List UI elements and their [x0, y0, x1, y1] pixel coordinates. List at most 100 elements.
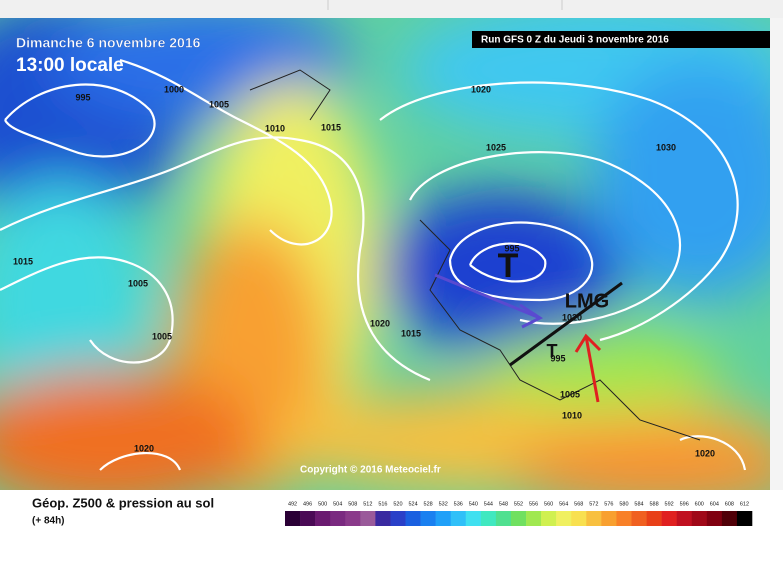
isobar-label: 1005 — [128, 278, 148, 288]
isobar-label: 1015 — [401, 328, 421, 338]
colorbar-cell — [435, 511, 452, 526]
colorbar-label: 540 — [469, 501, 478, 507]
colorbar-label: 612 — [740, 501, 749, 507]
isobar-label: 1020 — [370, 318, 390, 328]
colorbar-cell — [495, 511, 512, 526]
colorbar-label: 576 — [604, 501, 613, 507]
footer-lead: (+ 84h) — [32, 516, 65, 527]
isobar-label: 1005 — [209, 99, 229, 109]
isobar-labels: 995 1000 1005 1010 1015 1020 1025 1030 1015 1005 1… — [13, 84, 715, 458]
isobar-label: 1010 — [265, 123, 285, 133]
colorbar-label: 520 — [393, 501, 402, 507]
colorbar-label: 512 — [363, 501, 372, 507]
isobar-label: 1010 — [562, 410, 582, 420]
colorbar-cell — [300, 511, 316, 526]
colorbar-cell — [631, 511, 647, 526]
top-bar — [0, 0, 783, 18]
copyright: Copyright © 2016 Meteociel.fr — [300, 465, 441, 476]
colorbar-label: 548 — [499, 501, 508, 507]
colorbar-label: 492 — [288, 501, 297, 507]
run: Run GFS 0 Z du Jeudi 3 novembre 2016 — [481, 35, 669, 46]
footer-title: Géop. Z500 & pression au sol — [32, 495, 214, 510]
colorbar-cell — [360, 511, 376, 526]
colorbar-cell — [375, 511, 391, 526]
annotation: LMG — [565, 290, 609, 312]
colorbar-label: 560 — [544, 501, 553, 507]
scrollbar — [770, 18, 783, 490]
colorbar-label: 544 — [484, 501, 493, 507]
isobar-label: 1020 — [134, 443, 154, 453]
date: Dimanche 6 novembre 2016 — [16, 35, 201, 51]
colorbar-cell — [736, 511, 753, 526]
colorbar: 492 496 500 504 508 512 516 520 524 528 532 536 540 5… — [285, 501, 753, 526]
isobar-label: 1005 — [560, 389, 580, 399]
colorbar-label: 556 — [529, 501, 538, 507]
run-box — [472, 31, 770, 48]
colorbar-cell — [420, 511, 436, 526]
isobar-label: 995 — [550, 353, 565, 363]
colorbar-cell — [330, 511, 346, 526]
isobar-label: 1030 — [656, 142, 676, 152]
colorbar-label: 580 — [619, 501, 628, 507]
colorbar-label: 592 — [665, 501, 674, 507]
colorbar-cell — [480, 511, 497, 526]
colorbar-cell — [556, 511, 572, 526]
colorbar-cell — [285, 511, 301, 526]
colorbar-cell — [526, 511, 542, 526]
colorbar-label: 596 — [680, 501, 689, 507]
colorbar-label: 584 — [634, 501, 643, 507]
colorbar-cell — [691, 511, 708, 526]
colorbar-label: 528 — [424, 501, 433, 507]
time: 13:00 locale — [16, 55, 124, 76]
colorbar-label: 588 — [649, 501, 658, 507]
colorbar-cell — [646, 511, 662, 526]
colorbar-label: 504 — [333, 501, 342, 507]
colorbar-label: 604 — [710, 501, 719, 507]
isobar-label: 1020 — [695, 448, 715, 458]
isobar-label: 1000 — [164, 84, 184, 94]
colorbar-label: 508 — [348, 501, 357, 507]
colorbar-cell — [510, 511, 527, 526]
colorbar-label: 568 — [574, 501, 583, 507]
colorbar-cell — [390, 511, 406, 526]
isobar-label: 1015 — [13, 256, 33, 266]
colorbar-cell — [676, 511, 693, 526]
colorbar-label: 500 — [318, 501, 327, 507]
colorbar-cell — [721, 511, 738, 526]
colorbar-label: 600 — [695, 501, 704, 507]
colorbar-cell — [586, 511, 602, 526]
isobar-label: 995 — [75, 92, 90, 102]
colorbar-label: 564 — [559, 501, 568, 507]
colorbar-cell — [450, 511, 467, 526]
colorbar-label: 552 — [514, 501, 523, 507]
colorbar-cell — [571, 511, 587, 526]
red-arrow — [574, 333, 602, 403]
isobar-label: 1020 — [471, 84, 491, 94]
colorbar-cell — [541, 511, 557, 526]
purple-arrow — [434, 273, 544, 329]
colorbar-cell — [345, 511, 361, 526]
colorbar-label: 524 — [408, 501, 417, 507]
annotation: T — [547, 341, 558, 361]
colorbar-label: 572 — [589, 501, 598, 507]
colorbar-cell — [616, 511, 632, 526]
coastline — [249, 69, 331, 121]
colorbar-label: 532 — [439, 501, 448, 507]
isobar-label: 995 — [504, 243, 519, 253]
drawn-line — [509, 281, 623, 367]
colorbar-label: 516 — [378, 501, 387, 507]
colorbar-label: 496 — [303, 501, 312, 507]
isobar-label: 1025 — [486, 142, 506, 152]
map — [0, 18, 770, 490]
colorbar-cell — [706, 511, 723, 526]
isobar-label: 1005 — [152, 331, 172, 341]
colorbar-label: 608 — [725, 501, 734, 507]
isobar-label: 1015 — [321, 122, 341, 132]
annotation: T — [498, 247, 519, 285]
colorbar-cell — [601, 511, 617, 526]
colorbar-label: 536 — [454, 501, 463, 507]
colorbar-cell — [315, 511, 331, 526]
isobar-label: 1020 — [562, 312, 582, 322]
colorbar-cell — [661, 511, 677, 526]
